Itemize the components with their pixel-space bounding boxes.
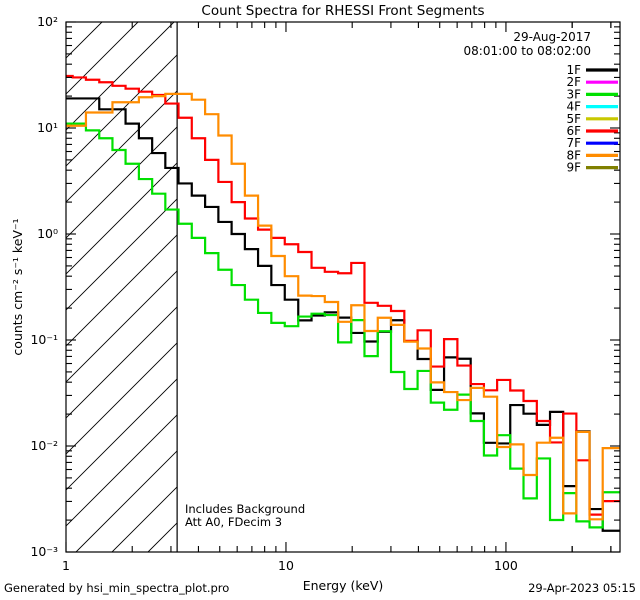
annotation-line: Att A0, FDecim 3 [185,515,282,529]
y-tick-label: 10⁰ [37,226,58,241]
legend-item-3f[interactable]: 3F [566,87,618,101]
series-line-6f [66,74,620,516]
excluded-energy-hatch [66,22,178,552]
legend-time-range: 08:01:00 to 08:02:00 [464,44,591,58]
plot-frame [65,21,621,553]
series-line-3f [66,122,620,529]
legend-item-label: 1F [566,63,581,77]
y-axis: 10⁻³ 10⁻² 10⁻¹ 10⁰ 10¹ 10² [30,14,620,559]
chart-title: Count Spectra for RHESSI Front Segments [201,3,484,19]
legend-item-label: 5F [566,112,581,126]
footer-timestamp: 29-Apr-2023 05:15 [528,581,636,595]
series-line-8f [66,92,620,521]
x-tick-label: 100 [494,558,518,573]
y-tick-label: 10² [37,14,58,29]
legend-item-1f[interactable]: 1F [566,63,618,77]
legend-item-label: 4F [566,100,581,114]
legend-item-label: 3F [566,87,581,101]
annotation-line: Includes Background [185,502,305,516]
legend-item-label: 8F [566,148,581,162]
footer-generator-text: Generated by hsi_min_spectra_plot.pro [4,581,229,595]
legend-item-label: 9F [566,161,581,175]
legend-date: 29-Aug-2017 [513,30,591,44]
x-axis-label: Energy (keV) [303,578,384,593]
legend-item-4f[interactable]: 4F [566,100,618,114]
legend-item-5f[interactable]: 5F [566,112,618,126]
y-tick-label: 10⁻² [30,438,58,453]
legend-item-7f[interactable]: 7F [566,136,618,150]
legend-item-label: 7F [566,136,581,150]
y-tick-label: 10⁻³ [30,544,58,559]
legend-item-9f[interactable]: 9F [566,161,618,175]
legend-item-label: 6F [566,124,581,138]
y-tick-label: 10¹ [37,120,58,135]
series-group [66,74,620,532]
legend-item-label: 2F [566,75,581,89]
legend-item-6f[interactable]: 6F [566,124,618,138]
x-tick-label: 10 [278,558,294,573]
legend-item-2f[interactable]: 2F [566,75,618,89]
x-axis: 1 10 100 [62,22,612,573]
legend-item-8f[interactable]: 8F [566,148,618,162]
x-tick-label: 1 [62,558,70,573]
y-axis-label: counts cm⁻² s⁻¹ keV⁻¹ [10,218,25,355]
y-tick-label: 10⁻¹ [30,332,58,347]
